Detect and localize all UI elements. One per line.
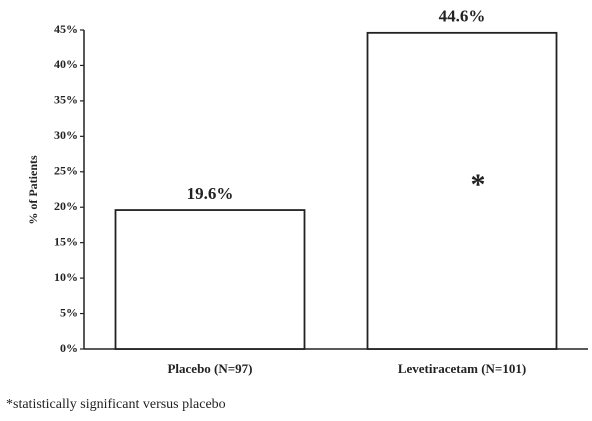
x-tick-label: Placebo (N=97) xyxy=(167,361,252,376)
y-axis-label: % of Patients xyxy=(26,155,40,225)
y-tick-label: 40% xyxy=(54,57,78,71)
footnote: *statistically significant versus placeb… xyxy=(6,397,226,412)
value-label: 44.6% xyxy=(439,7,486,26)
y-tick-label: 5% xyxy=(60,305,78,319)
x-tick-label: Levetiracetam (N=101) xyxy=(398,361,526,376)
y-tick-label: 15% xyxy=(54,234,78,248)
y-tick-label: 25% xyxy=(54,164,78,178)
y-tick-label: 35% xyxy=(54,93,78,107)
bar xyxy=(366,31,558,350)
y-tick-label: 10% xyxy=(54,270,78,284)
bar xyxy=(114,209,306,350)
y-tick-label: 30% xyxy=(54,128,78,142)
y-tick-label: 0% xyxy=(60,341,78,355)
y-tick-label: 20% xyxy=(54,199,78,213)
annotation: * xyxy=(471,168,486,201)
y-tick-label: 45% xyxy=(54,22,78,36)
value-label: 19.6% xyxy=(187,184,234,203)
